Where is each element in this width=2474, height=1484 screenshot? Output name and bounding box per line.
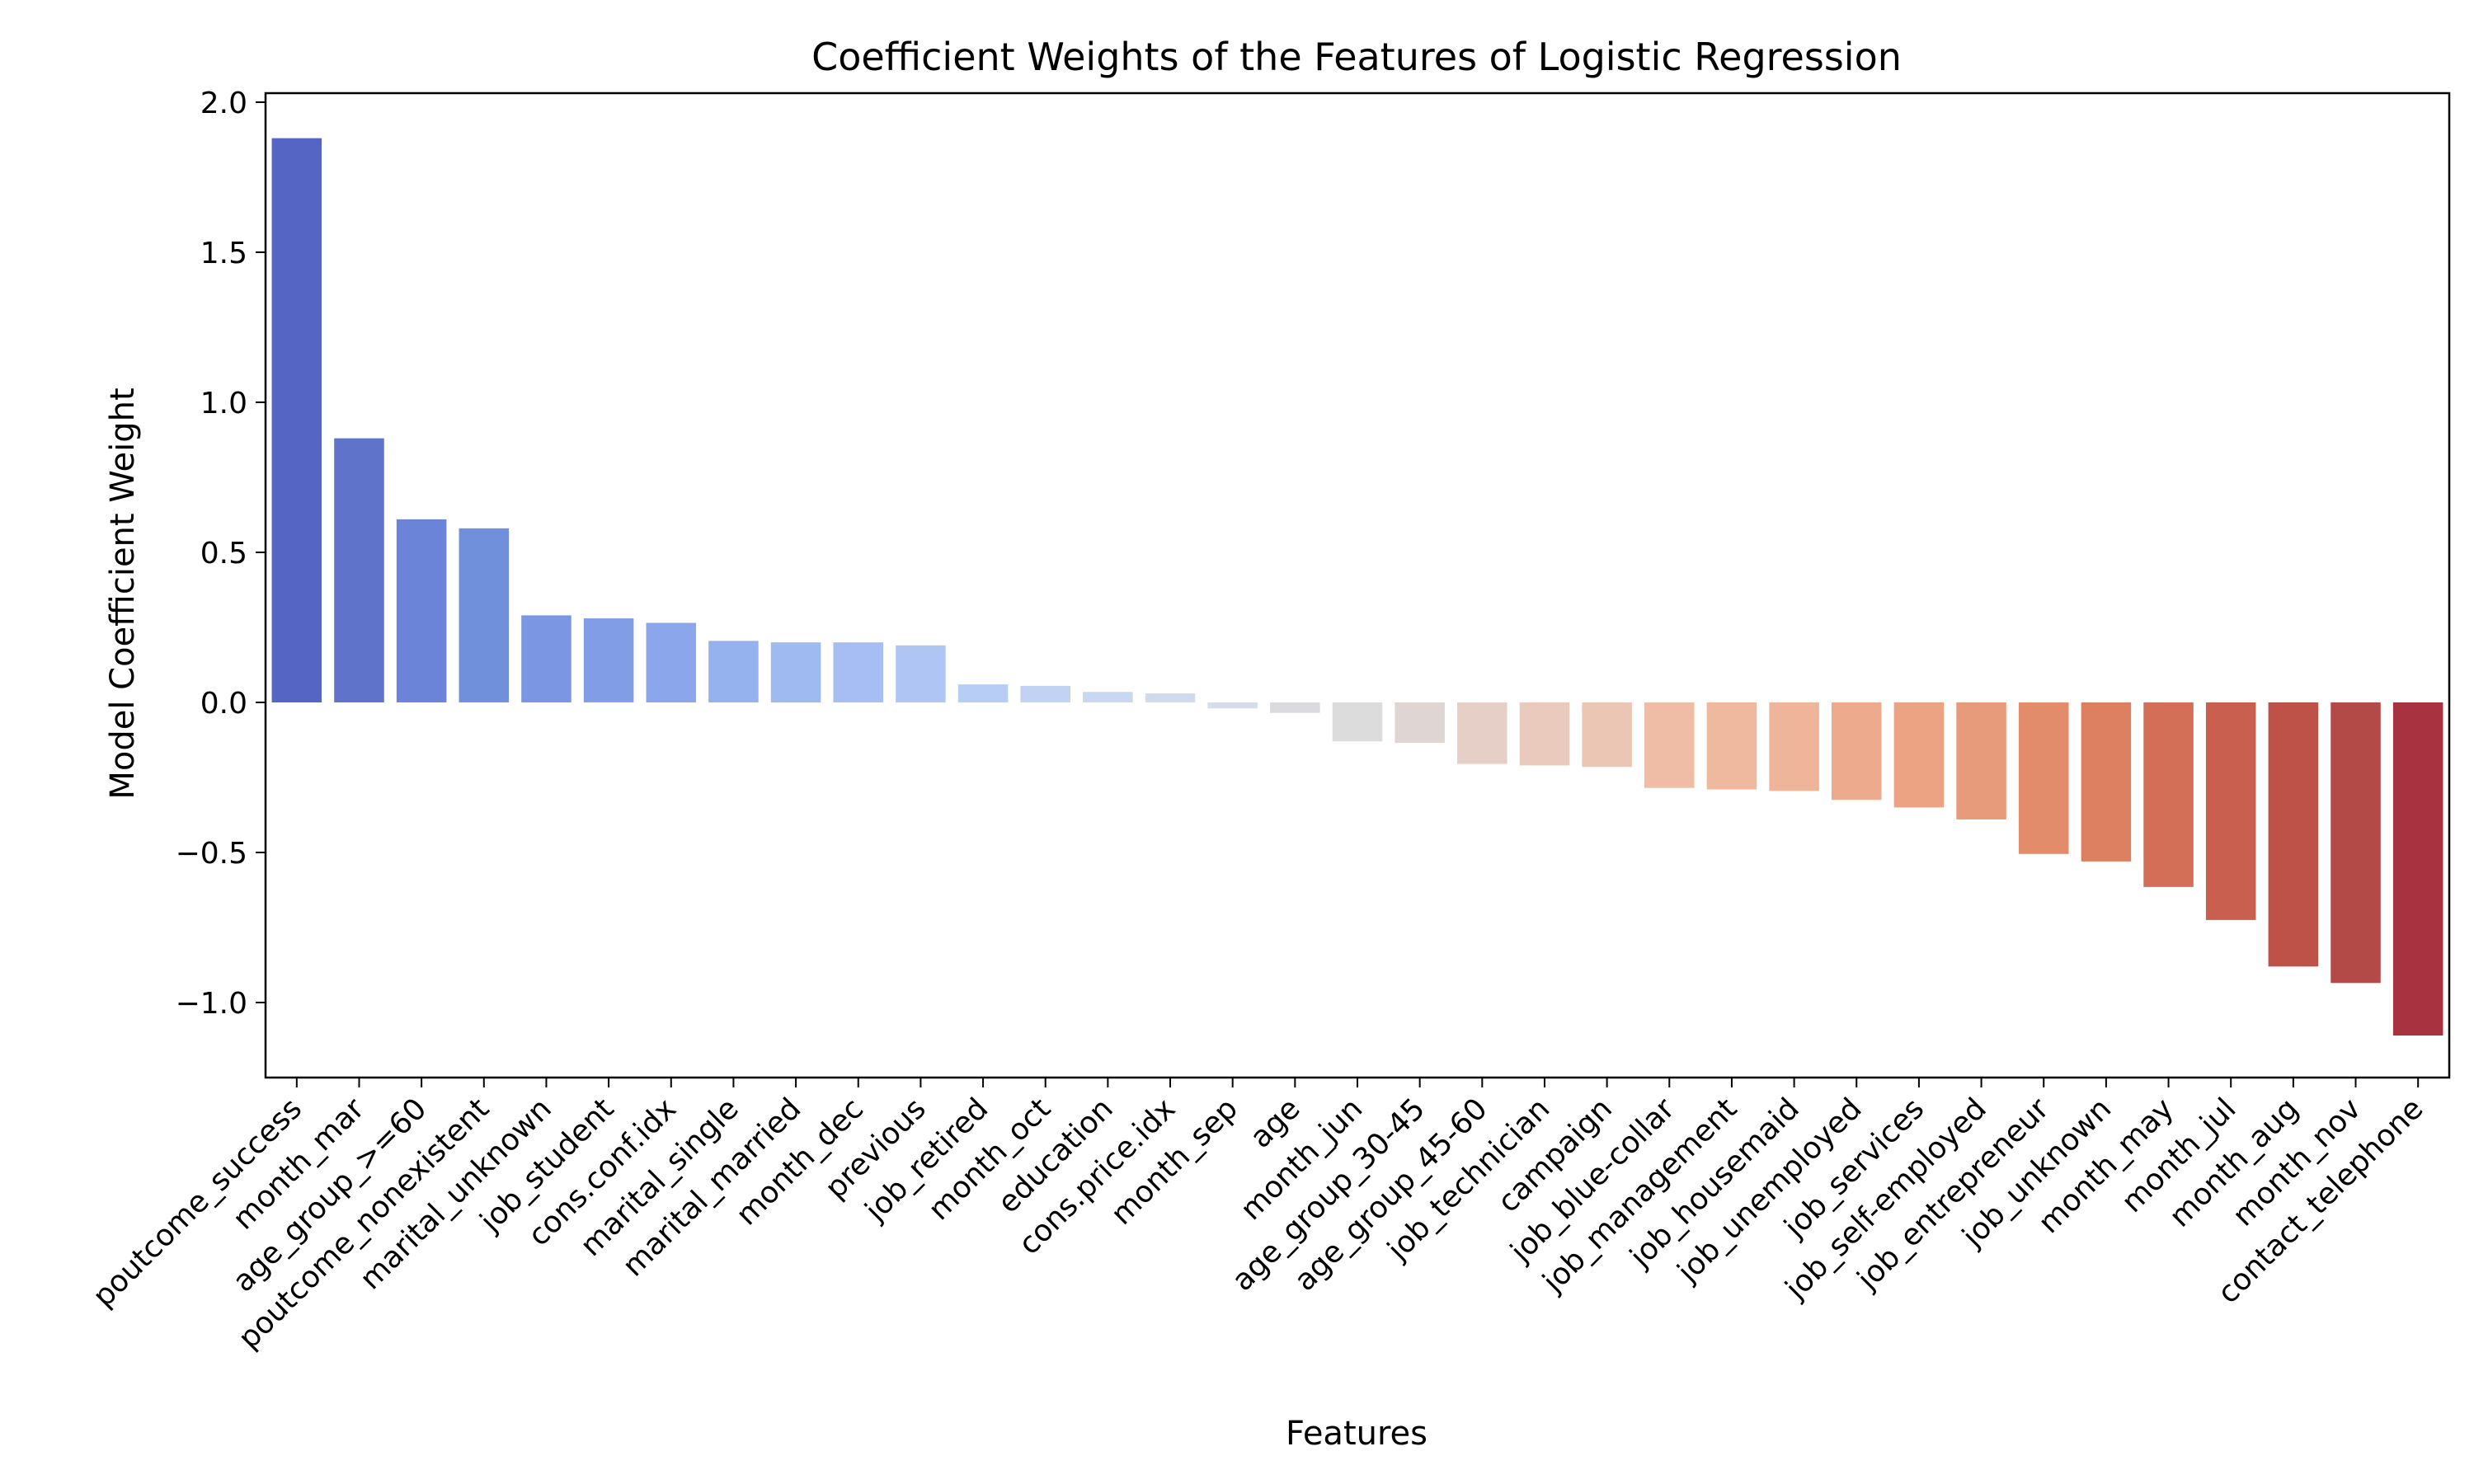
chart-title: Coefficient Weights of the Features of L… [811, 35, 1902, 79]
y-tick-label: 2.0 [200, 87, 247, 120]
bar [1145, 693, 1196, 702]
bar [1956, 702, 2006, 819]
plot-frame [264, 92, 2451, 1079]
bar [2018, 702, 2069, 854]
bar [1769, 702, 1819, 791]
bar [1644, 702, 1695, 788]
bar [271, 138, 322, 702]
bar [896, 645, 946, 702]
y-tick-label: 0.0 [200, 687, 247, 721]
bar [1020, 685, 1070, 702]
bar [1706, 702, 1757, 790]
bar [1395, 702, 1445, 744]
y-tick-label: 0.5 [200, 537, 247, 571]
bar [708, 641, 759, 702]
bar [2081, 702, 2132, 862]
y-ticks-group: −1.0 −0.5 0.0 0.5 1.0 1.5 2.0 [176, 87, 266, 1021]
x-ticks-group: poutcome_successmonth_marage_group_>=60p… [87, 1078, 2430, 1355]
bar [1519, 702, 1570, 766]
bar [1582, 702, 1632, 768]
x-axis-label: Features [1286, 1415, 1427, 1453]
bar [334, 438, 384, 702]
bar [1831, 702, 1882, 801]
bar [459, 528, 510, 702]
bar [957, 684, 1009, 702]
bar [1332, 702, 1383, 742]
bar [2268, 702, 2319, 967]
bar [2392, 702, 2443, 1036]
bar [2205, 702, 2256, 920]
bar [770, 642, 821, 702]
bar [1270, 702, 1320, 713]
bar [833, 642, 884, 702]
y-tick-label: 1.0 [200, 387, 247, 420]
bar [1893, 702, 1945, 808]
y-tick-label: −0.5 [176, 837, 247, 871]
y-tick-label: 1.5 [200, 237, 247, 270]
y-tick-label: −1.0 [176, 987, 247, 1021]
bar [583, 618, 634, 702]
bar [396, 519, 447, 702]
bar [1207, 702, 1258, 709]
y-axis-label: Model Coefficient Weight [104, 387, 142, 799]
bar [1083, 692, 1133, 702]
bar [1457, 702, 1507, 764]
bar [2331, 702, 2381, 984]
bar [521, 615, 571, 702]
bar [2143, 702, 2194, 887]
bar [646, 622, 697, 702]
bars-group [271, 138, 2443, 1036]
